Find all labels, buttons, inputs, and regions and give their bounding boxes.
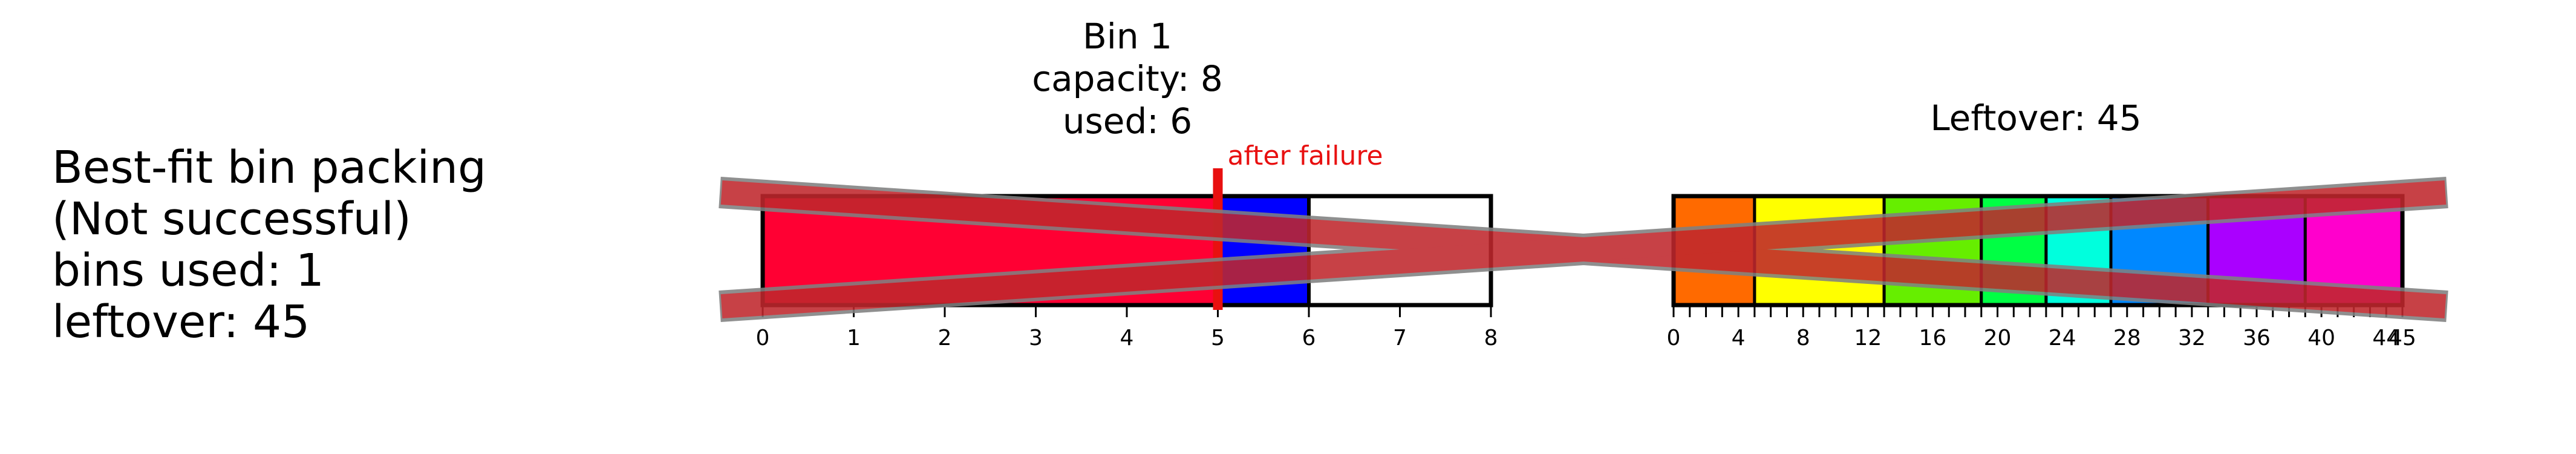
bin-tick-label: 2 — [938, 326, 952, 350]
bin-tick-label: 5 — [1211, 326, 1225, 350]
bin-tick-label: 8 — [1484, 326, 1498, 350]
leftover-tick-label: 24 — [2049, 326, 2076, 350]
leftover-tick-label: 12 — [1854, 326, 1882, 350]
bin-tick-label: 6 — [1302, 326, 1316, 350]
summary-line-status: (Not successful) — [52, 193, 411, 245]
bin-tick-label: 3 — [1029, 326, 1043, 350]
bin-tick-label: 4 — [1120, 326, 1134, 350]
leftover-tick-label: 36 — [2243, 326, 2271, 350]
bin-tick-label: 7 — [1393, 326, 1407, 350]
bin-axis: 0 1 2 3 4 5 6 7 8 — [756, 305, 1498, 350]
bin-tick-label: 1 — [847, 326, 861, 350]
leftover-tick-label: 32 — [2178, 326, 2206, 350]
summary-line-leftover: leftover: 45 — [52, 296, 310, 348]
failure-cross — [719, 177, 2448, 322]
leftover-tick-label: 4 — [1732, 326, 1746, 350]
leftover-tick-label: 16 — [1919, 326, 1947, 350]
bin-title-name: Bin 1 — [1083, 16, 1172, 57]
bin-tick-label: 0 — [756, 326, 770, 350]
leftover-tick-label: 44 — [2372, 326, 2400, 350]
failure-label: after failure — [1228, 140, 1383, 171]
bin-title-capacity: capacity: 8 — [1032, 58, 1223, 99]
leftover-tick-label: 40 — [2307, 326, 2335, 350]
leftover-tick-label: 28 — [2113, 326, 2141, 350]
bin-title: Bin 1 capacity: 8 used: 6 — [1032, 16, 1223, 142]
leftover-tick-label: 0 — [1667, 326, 1681, 350]
leftover-tick-label: 20 — [1984, 326, 2012, 350]
cross-band-b — [720, 180, 2447, 318]
bin-title-used: used: 6 — [1063, 100, 1192, 142]
summary-text: Best-fit bin packing (Not successful) bi… — [52, 142, 486, 348]
leftover-title: Leftover: 45 — [1930, 97, 2141, 139]
leftover-tick-label: 45 — [2389, 326, 2416, 350]
leftover-tick-label: 8 — [1796, 326, 1810, 350]
summary-line-bins-used: bins used: 1 — [52, 245, 324, 297]
summary-line-title: Best-fit bin packing — [52, 142, 486, 194]
